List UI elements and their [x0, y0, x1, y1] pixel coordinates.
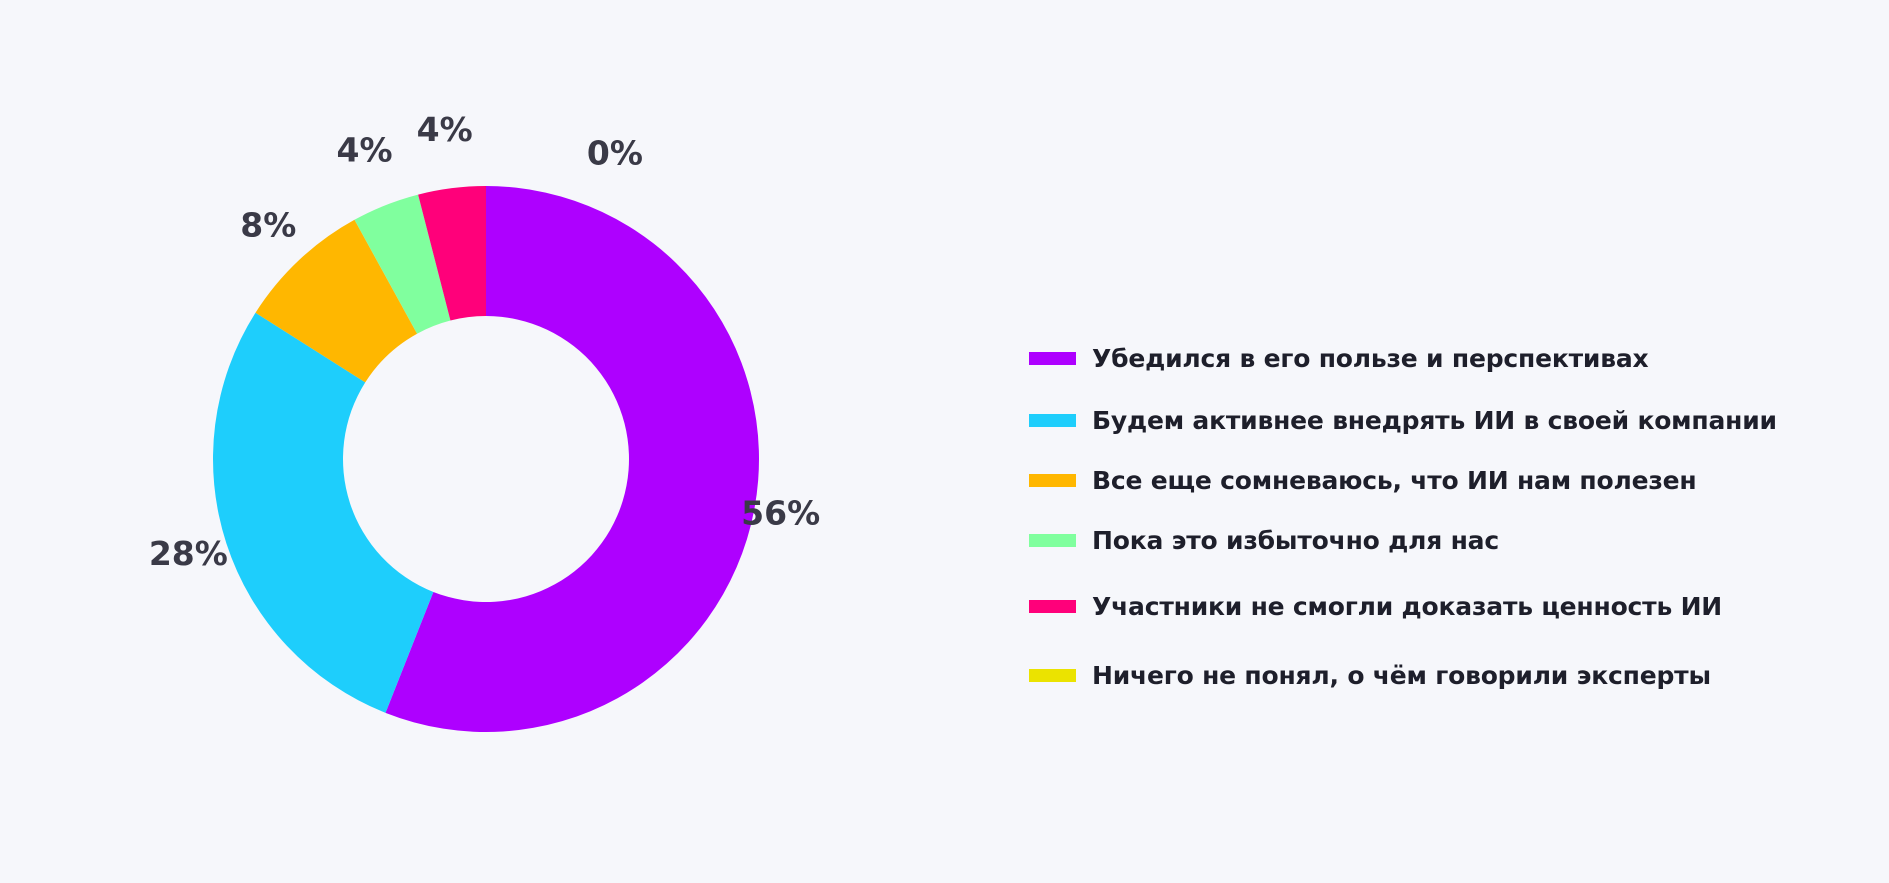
- legend-item: Участники не смогли доказать ценность ИИ: [1029, 586, 1722, 626]
- donut-slice: [213, 312, 434, 713]
- legend-item: Все еще сомневаюсь, что ИИ нам полезен: [1029, 460, 1697, 500]
- legend-label: Пока это избыточно для нас: [1092, 525, 1499, 555]
- legend-swatch: [1029, 668, 1076, 682]
- legend-label: Ничего не понял, о чём говорили эксперты: [1092, 660, 1711, 690]
- slice-percent-label: 8%: [240, 206, 296, 245]
- data-labels: 56% 28% 8% 4% 4% 0%: [149, 110, 820, 573]
- slice-percent-label: 4%: [417, 110, 473, 149]
- donut-slice: [354, 194, 451, 334]
- donut-slices: [213, 186, 760, 732]
- legend-swatch: [1029, 413, 1076, 427]
- legend-item: Убедился в его пользе и перспективах: [1029, 338, 1649, 378]
- slice-percent-label: 0%: [587, 134, 643, 173]
- donut-slice: [418, 186, 486, 321]
- legend-label: Убедился в его пользе и перспективах: [1092, 343, 1649, 373]
- slice-percent-label: 28%: [149, 534, 228, 573]
- legend-item: Пока это избыточно для нас: [1029, 520, 1499, 560]
- slice-percent-label: 56%: [741, 494, 820, 533]
- donut-slice: [385, 186, 760, 732]
- legend-label: Будем активнее внедрять ИИ в своей компа…: [1092, 405, 1777, 435]
- legend-swatch: [1029, 473, 1076, 487]
- legend-item: Ничего не понял, о чём говорили эксперты: [1029, 655, 1711, 695]
- slice-percent-label: 4%: [337, 131, 393, 170]
- legend-swatch: [1029, 351, 1076, 365]
- legend-swatch: [1029, 599, 1076, 613]
- legend-label: Все еще сомневаюсь, что ИИ нам полезен: [1092, 465, 1697, 495]
- legend-item: Будем активнее внедрять ИИ в своей компа…: [1029, 400, 1777, 440]
- donut-slice: [255, 219, 418, 383]
- legend-swatch: [1029, 533, 1076, 547]
- legend-label: Участники не смогли доказать ценность ИИ: [1092, 591, 1723, 621]
